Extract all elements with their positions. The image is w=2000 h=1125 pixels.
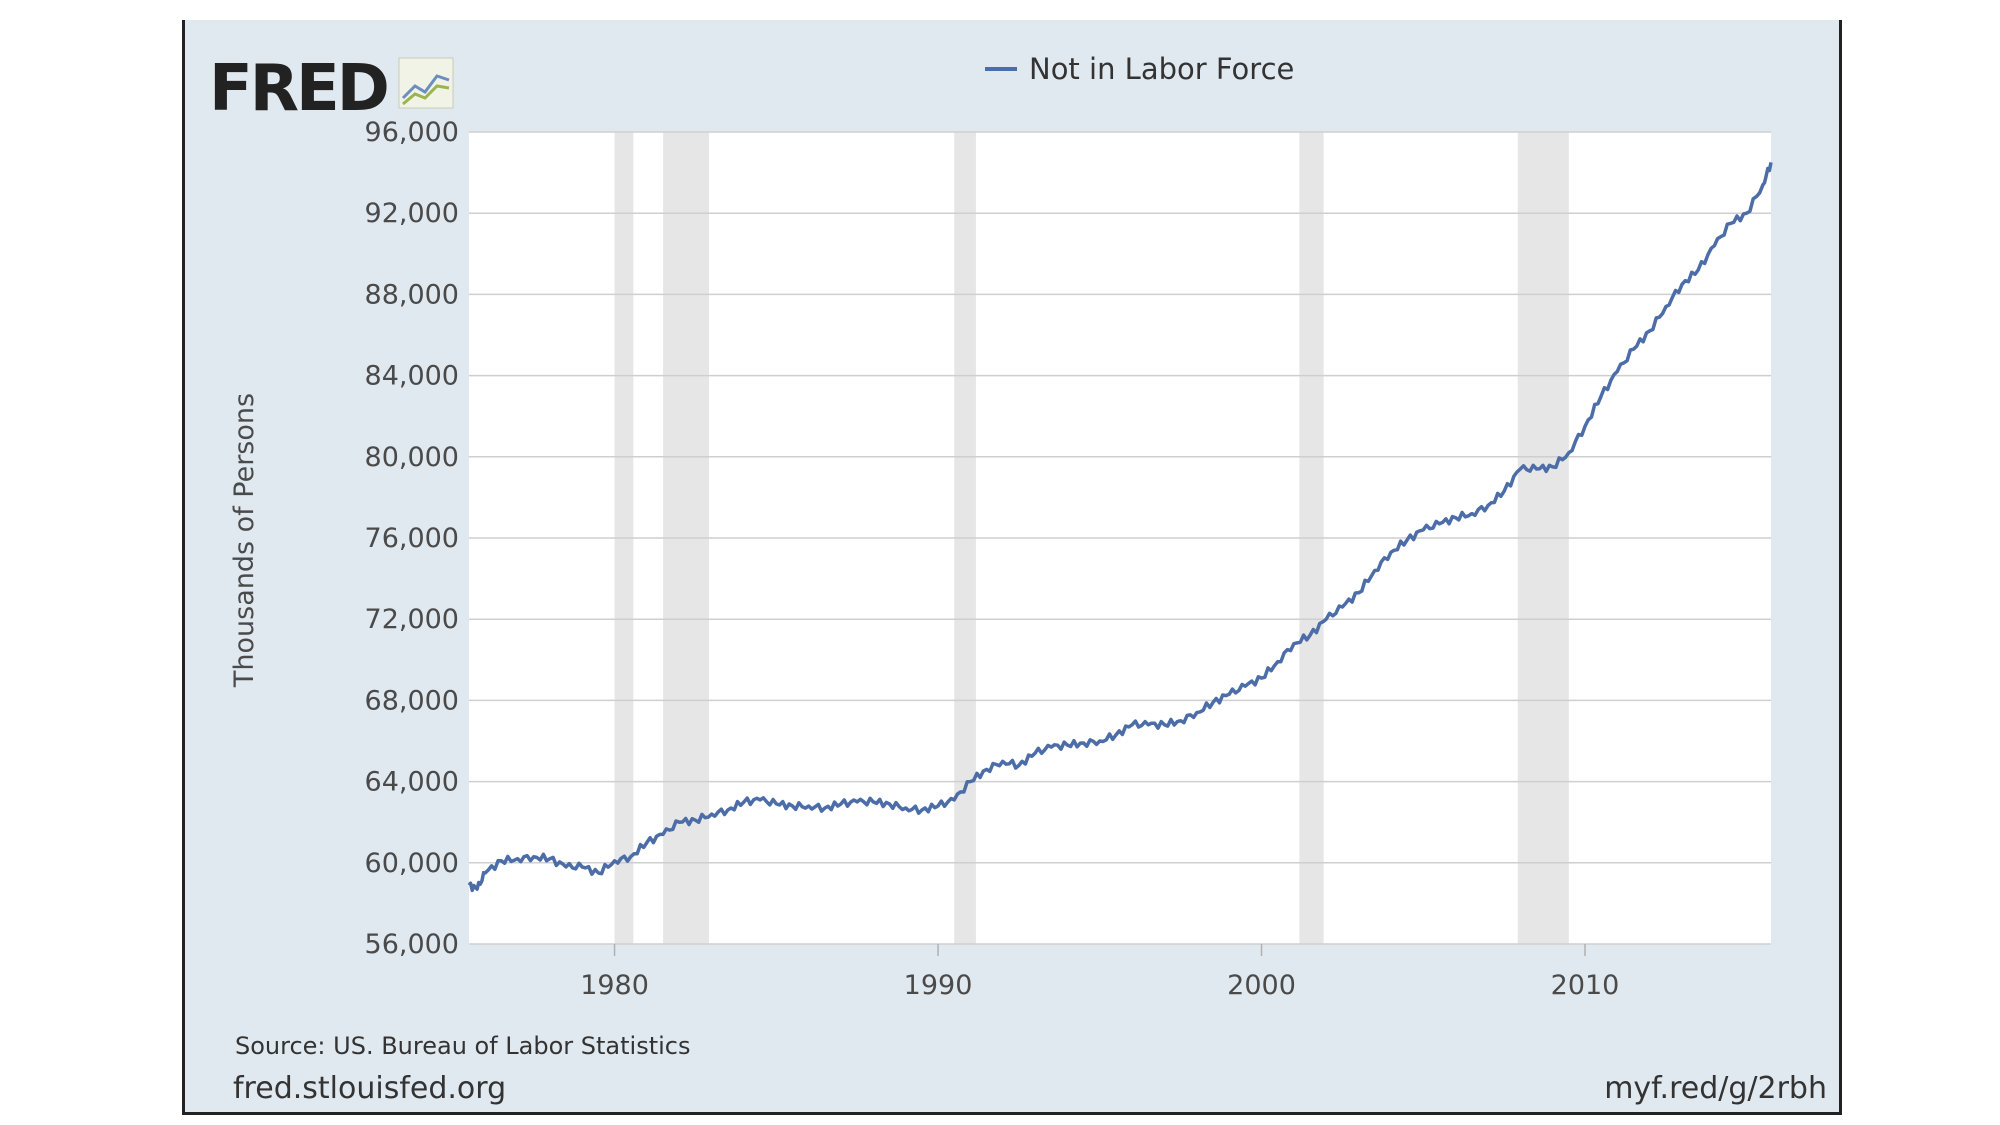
- grid-lines: [469, 131, 1771, 945]
- y-axis-label: Thousands of Persons: [229, 393, 260, 688]
- fred-logo-text: FRED: [209, 52, 387, 126]
- y-tick-label: 72,000: [365, 604, 459, 635]
- chart-svg: FRED Not in Labor Force 56,000 60,000 64,0…: [209, 52, 1827, 1106]
- x-tick-label: 2010: [1551, 970, 1620, 1001]
- y-tick-label: 60,000: [365, 848, 459, 879]
- y-tick-label: 80,000: [365, 442, 459, 473]
- fred-logo[interactable]: FRED: [209, 52, 454, 126]
- legend[interactable]: Not in Labor Force: [985, 52, 1294, 86]
- x-tick-label: 2000: [1227, 970, 1296, 1001]
- site-link[interactable]: fred.stlouisfed.org: [233, 1071, 506, 1106]
- y-tick-label: 88,000: [365, 279, 459, 310]
- short-link[interactable]: myf.red/g/2rbh: [1604, 1071, 1827, 1106]
- y-tick-label: 76,000: [365, 523, 459, 554]
- y-tick-label: 96,000: [365, 117, 459, 148]
- y-axis-ticks: 56,000 60,000 64,000 68,000 72,000 76,000 80,0…: [365, 117, 459, 960]
- x-tick-label: 1980: [580, 970, 649, 1001]
- y-tick-label: 64,000: [365, 767, 459, 798]
- x-tick-label: 1990: [904, 970, 973, 1001]
- series-line-not-in-labor-force: [467, 162, 1773, 893]
- x-axis-ticks: 1980 1990 2000 2010: [580, 944, 1619, 1001]
- source-note: Source: US. Bureau of Labor Statistics: [235, 1032, 691, 1060]
- legend-label: Not in Labor Force: [1029, 52, 1294, 86]
- y-tick-label: 92,000: [365, 198, 459, 229]
- y-tick-label: 68,000: [365, 685, 459, 716]
- fred-chart-icon: [398, 57, 454, 109]
- y-tick-label: 56,000: [365, 929, 459, 960]
- y-tick-label: 84,000: [365, 361, 459, 392]
- chart-panel: FRED Not in Labor Force 56,000 60,000 64,0…: [182, 20, 1842, 1115]
